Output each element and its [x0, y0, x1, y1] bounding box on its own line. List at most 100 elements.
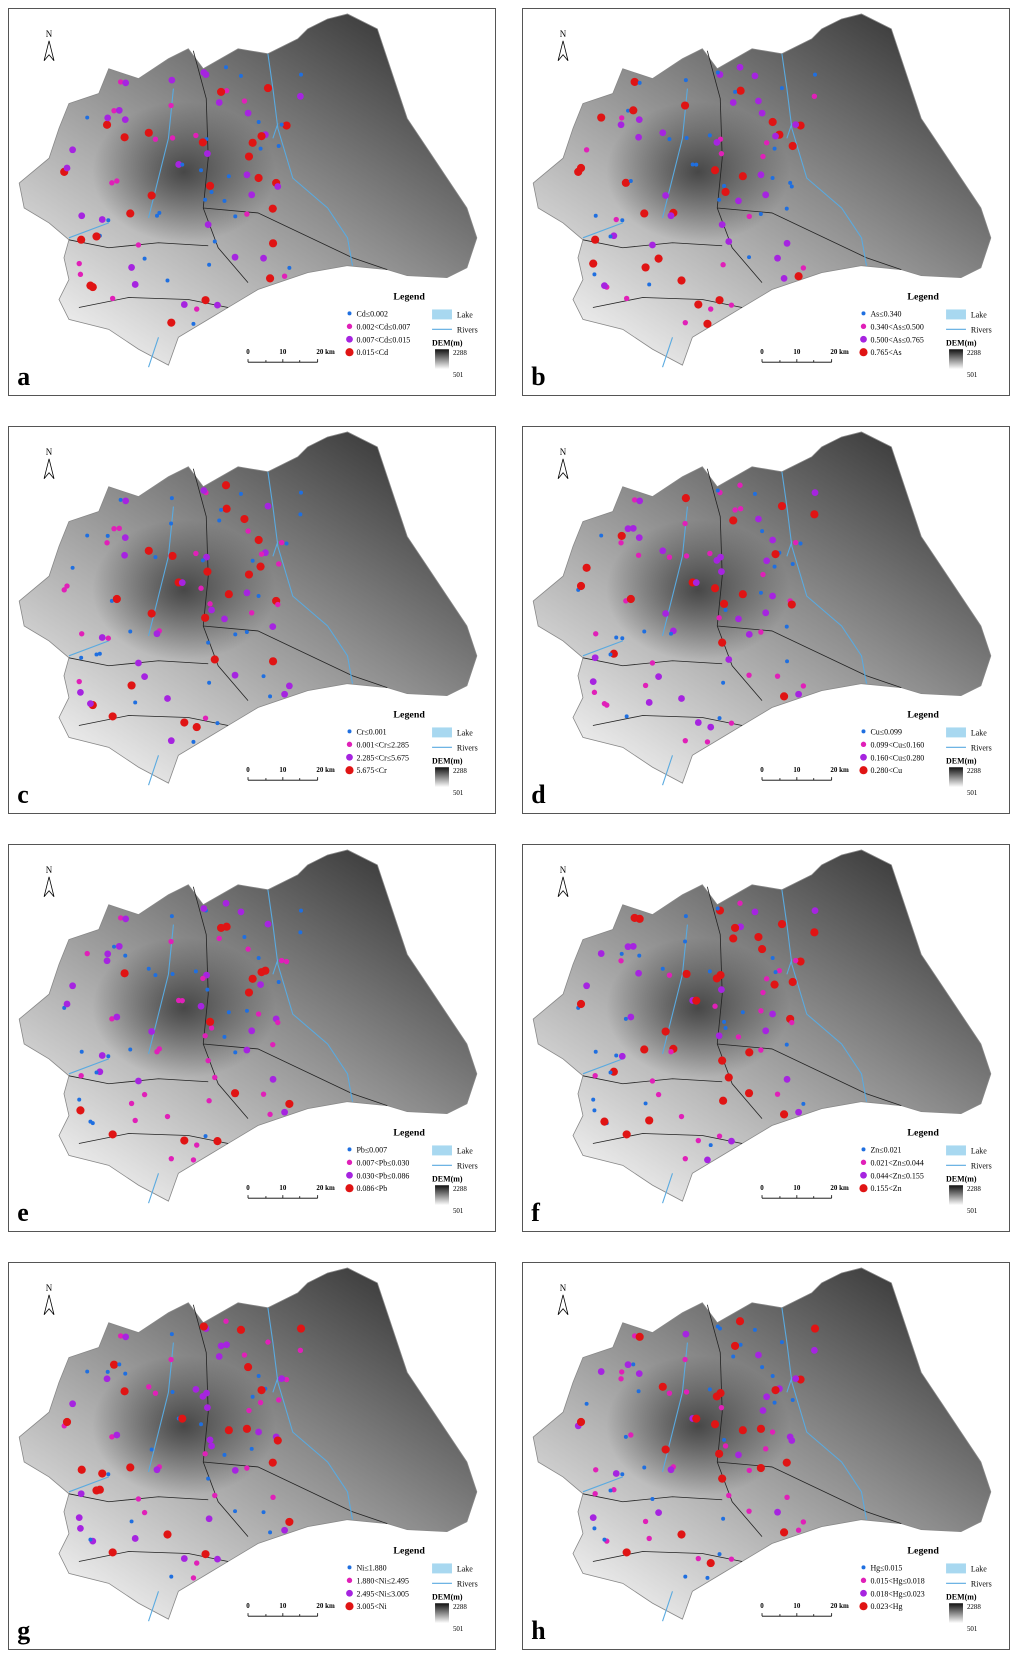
scale-label: 20 km	[830, 348, 849, 356]
sample-point	[812, 94, 817, 99]
scale-bar	[762, 777, 832, 780]
sample-point	[585, 1402, 589, 1406]
sample-point	[285, 1100, 293, 1108]
sample-point	[281, 691, 288, 698]
sample-point	[259, 551, 264, 556]
sample-point	[203, 715, 208, 720]
sample-point	[760, 529, 764, 533]
sample-point	[222, 199, 226, 203]
sample-point	[729, 516, 737, 524]
lake-label: Lake	[971, 1146, 987, 1155]
legend-class: 0.015<Hg≤0.018	[870, 1576, 924, 1585]
sample-point	[694, 300, 702, 308]
dem-min: 501	[453, 789, 464, 797]
sample-point	[104, 1375, 111, 1382]
sample-point	[211, 655, 219, 663]
sample-point	[713, 139, 720, 146]
sample-point	[112, 945, 116, 949]
sample-point	[769, 1011, 776, 1018]
sample-point	[716, 71, 720, 75]
sample-point	[111, 108, 116, 113]
north-arrow	[558, 1295, 568, 1315]
sample-point	[724, 1026, 728, 1030]
sample-point	[78, 1490, 85, 1497]
scale-label: 20 km	[830, 766, 849, 774]
sample-point	[683, 1575, 687, 1579]
sample-point	[104, 115, 111, 122]
sample-point	[245, 988, 253, 996]
legend-marker	[348, 311, 352, 315]
sample-point	[774, 1509, 781, 1516]
sample-point	[193, 133, 198, 138]
sample-point	[147, 967, 151, 971]
sample-point	[85, 534, 89, 538]
sample-point	[201, 296, 209, 304]
sample-point	[810, 510, 818, 518]
sample-point	[239, 492, 243, 496]
rivers-label: Rivers	[971, 1579, 992, 1588]
sample-point	[191, 322, 195, 326]
sample-point	[153, 555, 157, 559]
sample-point	[106, 636, 111, 641]
legend-class: 0.500<As≤0.765	[870, 335, 923, 344]
sample-point	[87, 700, 94, 707]
legend-class: Cu≤0.099	[870, 727, 902, 736]
sample-point	[99, 634, 106, 641]
sample-point	[668, 1049, 673, 1054]
sample-point	[715, 1450, 723, 1458]
sample-point	[677, 1530, 685, 1538]
legend-class: 0.160<Cu≤0.280	[870, 753, 924, 762]
sample-point	[737, 87, 745, 95]
legend-marker	[348, 729, 352, 733]
sample-point	[266, 274, 274, 282]
sample-point	[245, 110, 252, 117]
sample-point	[170, 1332, 174, 1336]
sample-point	[790, 185, 794, 189]
sample-point	[109, 180, 114, 185]
sample-point	[270, 1076, 277, 1083]
sample-point	[667, 1390, 672, 1395]
sample-point	[668, 212, 675, 219]
sample-point	[257, 1386, 265, 1394]
sample-point	[178, 1415, 186, 1423]
dem-key	[435, 767, 449, 787]
dem-ridge	[19, 1268, 477, 1619]
sample-point	[747, 214, 752, 219]
sample-point	[163, 1530, 171, 1538]
legend-class: Zn≤0.021	[870, 1145, 901, 1154]
sample-point	[106, 534, 110, 538]
sample-point	[169, 1156, 174, 1161]
sample-point	[729, 934, 737, 942]
sample-point	[636, 1370, 643, 1377]
sample-point	[245, 946, 250, 951]
sample-point	[762, 191, 769, 198]
sample-point	[614, 636, 618, 640]
sample-point	[733, 90, 737, 94]
sample-point	[637, 1389, 641, 1393]
sample-point	[154, 1049, 159, 1054]
legend-class: 0.099<Cu≤0.160	[870, 740, 924, 749]
sample-point	[242, 1352, 247, 1357]
sample-point	[109, 712, 117, 720]
sample-point	[221, 616, 228, 623]
sample-point	[233, 214, 237, 218]
legend-marker	[346, 1590, 353, 1597]
sample-point	[80, 1050, 84, 1054]
sample-point	[801, 683, 806, 688]
sample-point	[222, 481, 230, 489]
legend-title: Legend	[907, 291, 939, 302]
north-arrow	[558, 459, 568, 479]
sample-point	[169, 522, 173, 526]
sample-point	[599, 534, 603, 538]
sample-point	[679, 1114, 684, 1119]
sample-point	[620, 952, 624, 956]
legend-marker	[861, 324, 866, 329]
scale-label: 0	[246, 348, 250, 356]
sample-point	[592, 272, 596, 276]
sample-point	[245, 152, 253, 160]
sample-point	[681, 101, 689, 109]
sample-point	[719, 221, 726, 228]
sample-point	[269, 239, 277, 247]
sample-point	[591, 236, 599, 244]
sample-point	[98, 652, 102, 656]
